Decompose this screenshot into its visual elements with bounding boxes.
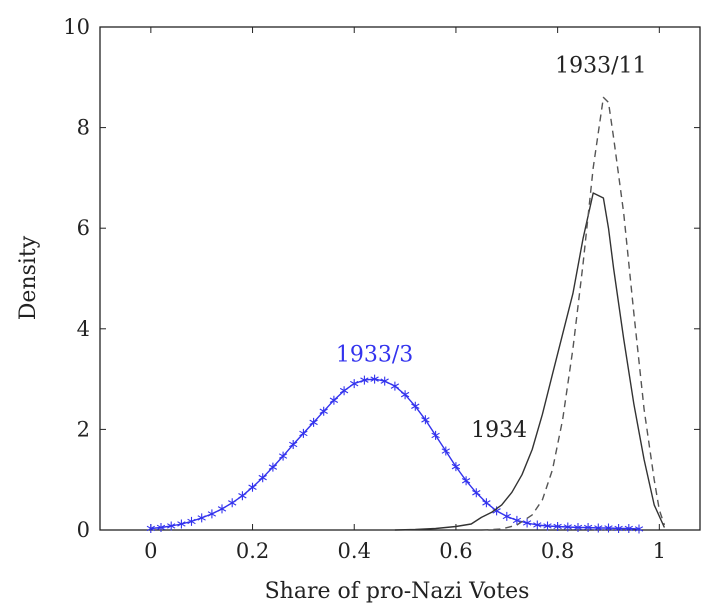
data-point-marker xyxy=(594,523,603,533)
series-1933-11 xyxy=(481,96,666,531)
data-point-marker xyxy=(512,515,522,525)
data-point-marker xyxy=(451,462,461,472)
data-point-marker xyxy=(533,520,542,530)
data-point-marker xyxy=(289,440,298,449)
data-point-marker xyxy=(156,523,166,532)
data-point-marker xyxy=(360,375,369,385)
data-point-marker xyxy=(350,379,359,389)
series-line-1934 xyxy=(394,192,666,531)
data-point-marker xyxy=(522,518,532,528)
data-point-marker xyxy=(207,509,217,519)
series-1934 xyxy=(394,192,666,531)
data-point-marker xyxy=(238,491,247,501)
data-point-marker xyxy=(583,523,593,532)
x-tick-label: 0.8 xyxy=(541,539,574,563)
x-axis-title: Share of pro-Nazi Votes xyxy=(265,579,530,604)
data-point-marker xyxy=(573,523,583,532)
y-tick-label: 6 xyxy=(77,216,90,240)
data-point-marker xyxy=(400,390,410,400)
data-point-marker xyxy=(217,504,227,514)
y-tick-label: 10 xyxy=(63,15,90,39)
data-point-marker xyxy=(634,524,644,534)
data-point-marker xyxy=(461,476,471,486)
data-point-marker xyxy=(421,415,430,425)
data-point-marker xyxy=(228,498,237,508)
data-point-marker xyxy=(167,521,176,531)
data-point-marker xyxy=(563,522,572,532)
series-annotations: 1933/3 1934 1933/11 xyxy=(336,53,647,443)
data-point-marker xyxy=(390,381,400,391)
data-point-marker xyxy=(299,428,308,438)
data-point-marker xyxy=(553,522,562,531)
data-point-marker xyxy=(187,516,196,526)
series-line-1933-11 xyxy=(481,96,666,531)
series-1933-3 xyxy=(146,374,644,534)
x-tick-label: 0 xyxy=(144,539,157,563)
data-point-marker xyxy=(197,513,206,523)
data-point-marker xyxy=(411,401,420,411)
data-point-marker xyxy=(502,511,511,521)
data-point-marker xyxy=(258,473,267,483)
series-label-1933-11: 1933/11 xyxy=(555,53,646,78)
series-label-1934: 1934 xyxy=(471,418,527,443)
data-point-marker xyxy=(268,462,278,472)
y-axis-title: Density xyxy=(16,235,41,320)
y-tick-label: 4 xyxy=(77,317,90,341)
plot-border xyxy=(99,26,701,531)
x-tick-label: 0.6 xyxy=(439,539,472,563)
data-point-marker xyxy=(177,519,186,529)
x-tick-label: 1 xyxy=(653,539,666,563)
data-point-marker xyxy=(604,523,613,533)
data-point-marker xyxy=(472,488,481,498)
x-tick-label: 0.2 xyxy=(236,539,269,563)
x-tick-label: 0.4 xyxy=(338,539,371,563)
data-point-marker xyxy=(543,521,552,531)
series-label-1933-3: 1933/3 xyxy=(336,342,413,367)
data-point-marker xyxy=(482,498,491,508)
series-layer xyxy=(146,96,666,534)
data-point-marker xyxy=(370,374,379,384)
y-tick-label: 8 xyxy=(77,116,90,140)
y-tick-label: 2 xyxy=(77,417,90,441)
data-point-marker xyxy=(624,524,633,533)
data-point-marker xyxy=(614,524,623,533)
data-point-marker xyxy=(146,524,155,533)
data-point-marker xyxy=(431,430,440,440)
data-point-marker xyxy=(248,482,257,492)
y-tick-label: 0 xyxy=(77,518,90,542)
data-point-marker xyxy=(380,376,389,386)
data-point-marker xyxy=(441,446,450,456)
data-point-marker xyxy=(329,395,339,405)
data-point-marker xyxy=(319,406,328,416)
data-point-marker xyxy=(339,386,349,396)
data-point-marker xyxy=(278,451,288,461)
plot-frame xyxy=(99,26,701,531)
data-point-marker xyxy=(309,417,318,427)
